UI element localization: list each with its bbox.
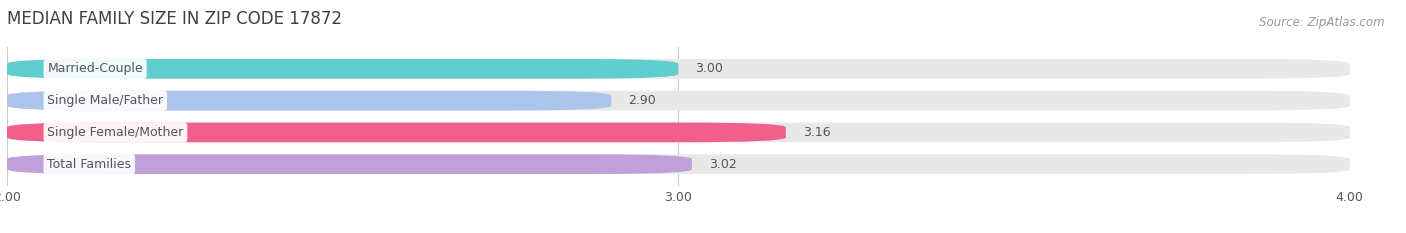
- Text: MEDIAN FAMILY SIZE IN ZIP CODE 17872: MEDIAN FAMILY SIZE IN ZIP CODE 17872: [7, 10, 342, 28]
- FancyBboxPatch shape: [7, 123, 1350, 142]
- Text: Single Male/Father: Single Male/Father: [48, 94, 163, 107]
- FancyBboxPatch shape: [7, 91, 612, 110]
- Text: 2.90: 2.90: [628, 94, 655, 107]
- FancyBboxPatch shape: [7, 154, 692, 174]
- Text: Total Families: Total Families: [48, 158, 131, 171]
- Text: 3.16: 3.16: [803, 126, 830, 139]
- FancyBboxPatch shape: [7, 59, 678, 79]
- Text: 3.02: 3.02: [709, 158, 737, 171]
- Text: 3.00: 3.00: [695, 62, 723, 75]
- Text: Source: ZipAtlas.com: Source: ZipAtlas.com: [1260, 16, 1385, 29]
- Text: Married-Couple: Married-Couple: [48, 62, 143, 75]
- FancyBboxPatch shape: [7, 91, 1350, 110]
- FancyBboxPatch shape: [7, 123, 786, 142]
- FancyBboxPatch shape: [7, 59, 1350, 79]
- Text: Single Female/Mother: Single Female/Mother: [48, 126, 184, 139]
- FancyBboxPatch shape: [7, 154, 1350, 174]
